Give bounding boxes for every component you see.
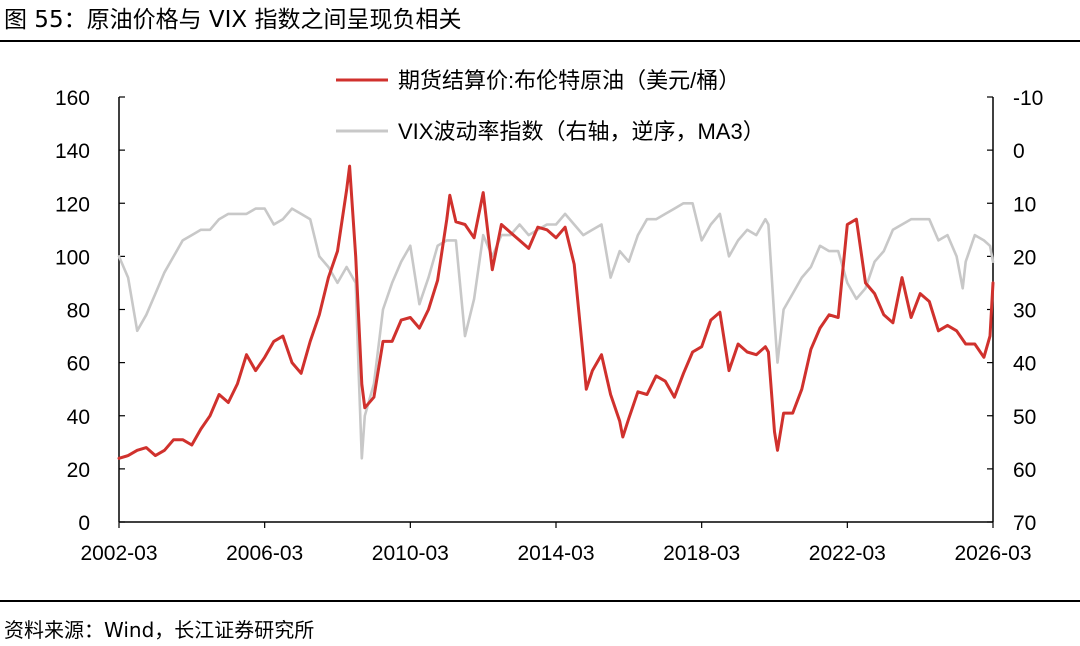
footer-rule bbox=[0, 600, 1080, 602]
y-left-tick-label: 60 bbox=[67, 353, 90, 376]
x-tick-label: 2006-03 bbox=[226, 542, 303, 565]
y-left-tick-label: 160 bbox=[55, 87, 90, 110]
x-tick-label: 2022-03 bbox=[809, 542, 886, 565]
y-left-tick-label: 20 bbox=[67, 459, 90, 482]
legend-label-vix: VIX波动率指数（右轴，逆序，MA3） bbox=[398, 119, 765, 144]
x-tick-label: 2026-03 bbox=[954, 542, 1031, 565]
source-note: 资料来源：Wind，长江证券研究所 bbox=[4, 618, 315, 642]
y-right-tick-label: -10 bbox=[1013, 87, 1043, 110]
y-right-tick-label: 50 bbox=[1013, 406, 1036, 429]
y-right-tick-label: 40 bbox=[1013, 353, 1036, 376]
y-left-tick-label: 120 bbox=[55, 193, 90, 216]
y-right-tick-label: 0 bbox=[1013, 140, 1025, 163]
y-right-tick-label: 70 bbox=[1013, 512, 1036, 535]
y-right-tick-label: 10 bbox=[1013, 193, 1036, 216]
x-tick-label: 2010-03 bbox=[372, 542, 449, 565]
y-left-tick-label: 80 bbox=[67, 300, 90, 323]
title-rule bbox=[0, 40, 1080, 42]
y-right-tick-label: 30 bbox=[1013, 300, 1036, 323]
series-line-vix bbox=[117, 202, 995, 460]
x-tick-label: 2002-03 bbox=[80, 542, 157, 565]
y-left-tick-label: 0 bbox=[78, 512, 90, 535]
y-left-tick-label: 140 bbox=[55, 140, 90, 163]
figure-title: 图 55：原油价格与 VIX 指数之间呈现负相关 bbox=[4, 7, 462, 33]
legend-label-brent: 期货结算价:布伦特原油（美元/桶） bbox=[398, 68, 740, 93]
y-left-tick-label: 40 bbox=[67, 406, 90, 429]
x-tick-label: 2014-03 bbox=[517, 542, 594, 565]
y-right-tick-label: 60 bbox=[1013, 459, 1036, 482]
y-right-tick-label: 20 bbox=[1013, 246, 1036, 269]
y-left-tick-label: 100 bbox=[55, 246, 90, 269]
x-tick-label: 2018-03 bbox=[663, 542, 740, 565]
series-line-brent bbox=[117, 164, 995, 460]
